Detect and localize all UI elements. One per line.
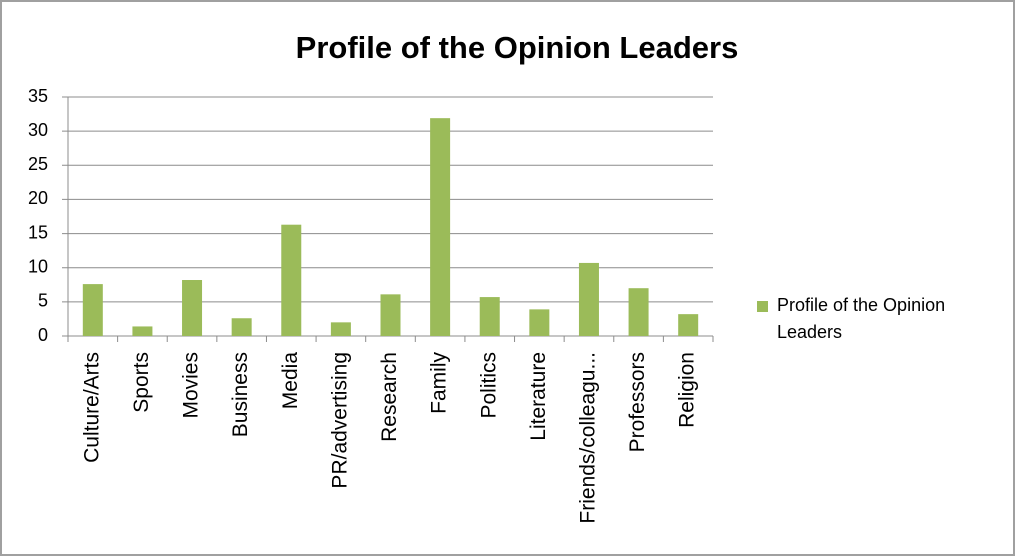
y-tick-label: 20 [28,188,48,208]
bar [430,118,451,336]
legend-swatch [757,301,768,312]
bar [132,326,153,336]
x-tick-label: Media [279,352,302,410]
bar [330,322,351,336]
x-tick-label: Movies [180,352,203,419]
bar [678,314,699,336]
x-tick-label: Politics [477,352,500,419]
y-tick-label: 0 [38,325,48,345]
x-tick-label: Sports [130,352,153,413]
bar [182,280,203,336]
legend: Profile of the Opinion Leaders [757,292,1007,346]
x-tick-label: Business [229,352,252,437]
bar [628,288,649,336]
bar [281,224,302,336]
y-tick-label: 25 [28,154,48,174]
x-tick-label: Family [428,352,451,414]
bar [529,309,550,336]
bar [578,262,599,336]
x-tick-label: Professors [626,352,649,452]
chart-title: Profile of the Opinion Leaders [296,30,739,65]
x-tick-label: Friends/colleagu... [577,352,600,524]
y-tick-label: 30 [28,120,48,140]
bar [231,318,252,336]
bar [479,297,500,336]
x-tick-label: Literature [527,352,550,441]
y-tick-label: 35 [28,86,48,106]
x-tick-label: PR/advertising [328,352,351,489]
bar [380,294,401,336]
y-tick-label: 5 [38,291,48,311]
x-tick-label: Religion [676,352,699,428]
y-tick-label: 10 [28,256,48,276]
legend-label: Profile of the Opinion Leaders [777,295,946,342]
y-tick-label: 15 [28,222,48,242]
bar [82,284,103,336]
x-tick-label: Research [378,352,401,442]
x-tick-label: Culture/Arts [80,352,103,463]
